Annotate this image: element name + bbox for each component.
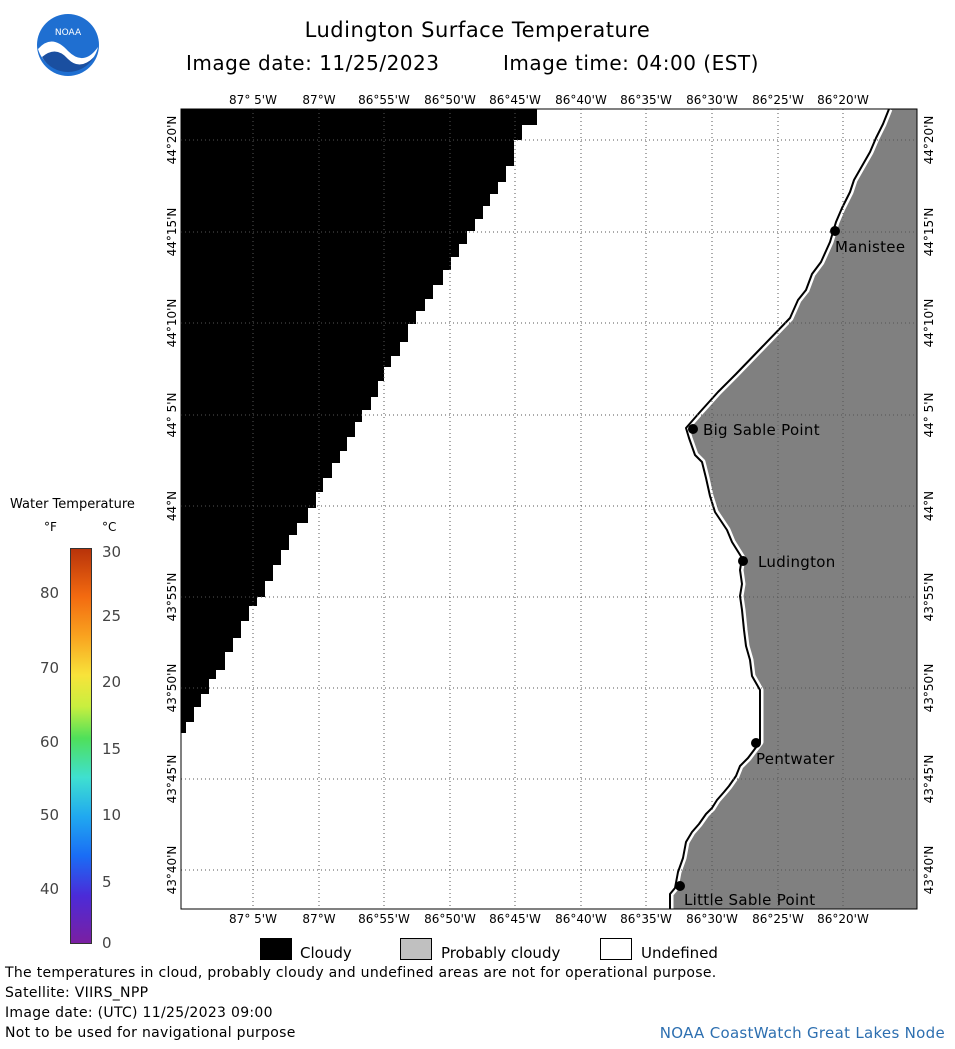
navigation-warning: Not to be used for navigational purpose — [5, 1025, 296, 1041]
map-title: Ludington Surface Temperature — [304, 18, 651, 42]
utc-date: Image date: (UTC) 11/25/2023 09:00 — [5, 1005, 273, 1021]
lon-tick: 86°25'W — [752, 93, 804, 107]
lat-tick: 44°15'N — [922, 208, 936, 257]
lon-tick: 86°25'W — [752, 912, 804, 926]
temperature-colorbar — [70, 548, 92, 944]
lon-tick: 86°20'W — [817, 912, 869, 926]
land-region — [670, 109, 917, 909]
celsius-tick: 10 — [102, 806, 122, 824]
cloudy-label: Cloudy — [300, 944, 352, 962]
celsius-tick: 20 — [102, 673, 122, 691]
fahrenheit-tick: 50 — [40, 806, 60, 824]
lat-tick: 43°50'N — [165, 664, 179, 713]
undefined-swatch — [600, 938, 632, 960]
cloudy-region — [181, 109, 537, 733]
lat-tick: 43°50'N — [922, 664, 936, 713]
unit-celsius: °C — [102, 520, 117, 534]
undefined-label: Undefined — [641, 944, 718, 962]
little-sable-point-label: Little Sable Point — [684, 891, 816, 909]
celsius-tick: 25 — [102, 607, 122, 625]
lat-tick: 44°10'N — [165, 299, 179, 348]
probably-cloudy-label: Probably cloudy — [441, 944, 561, 962]
lat-tick: 43°55'N — [165, 573, 179, 622]
lon-tick: 86°45'W — [489, 912, 541, 926]
lat-tick: 44° 5'N — [922, 393, 936, 438]
lon-tick: 86°35'W — [620, 93, 672, 107]
disclaimer-note: The temperatures in cloud, probably clou… — [5, 965, 717, 981]
lon-tick: 87°W — [302, 93, 335, 107]
fahrenheit-tick: 40 — [40, 880, 60, 898]
image-date: Image date: 11/25/2023 — [186, 51, 440, 75]
celsius-tick: 15 — [102, 740, 122, 758]
lat-tick: 43°40'N — [165, 846, 179, 895]
map-frame — [180, 108, 918, 910]
lon-tick: 87° 5'W — [229, 912, 277, 926]
lat-tick: 43°45'N — [922, 755, 936, 804]
lat-tick: 44°N — [922, 491, 936, 521]
noaa-logo-icon: NOAA — [37, 14, 99, 76]
probably-cloudy-swatch — [400, 938, 432, 960]
pentwater-marker — [751, 738, 761, 748]
lat-tick: 44°20'N — [165, 116, 179, 165]
cloudy-swatch — [260, 938, 292, 960]
fahrenheit-tick: 80 — [40, 584, 60, 602]
lon-tick: 86°30'W — [686, 912, 738, 926]
lon-tick: 86°55'W — [358, 912, 410, 926]
fahrenheit-tick: 60 — [40, 733, 60, 751]
lon-tick: 86°20'W — [817, 93, 869, 107]
lon-ticks-top: 87° 5'W 87°W 86°55'W 86°50'W 86°45'W 86°… — [229, 93, 869, 107]
satellite-info: Satellite: VIIRS_NPP — [5, 985, 149, 1001]
celsius-tick: 0 — [102, 934, 112, 952]
lat-tick: 44°10'N — [922, 299, 936, 348]
lon-tick: 87° 5'W — [229, 93, 277, 107]
image-time: Image time: 04:00 (EST) — [503, 51, 759, 75]
lat-tick: 43°40'N — [922, 846, 936, 895]
lat-tick: 44°N — [165, 491, 179, 521]
manistee-marker — [830, 226, 840, 236]
lon-tick: 86°30'W — [686, 93, 738, 107]
credit-text: NOAA CoastWatch Great Lakes Node — [659, 1024, 945, 1042]
lon-tick: 87°W — [302, 912, 335, 926]
lat-ticks-right: 44°20'N 44°15'N 44°10'N 44° 5'N 44°N 43°… — [922, 116, 936, 895]
lon-tick: 86°40'W — [555, 912, 607, 926]
lon-tick: 86°50'W — [424, 912, 476, 926]
lat-tick: 44°15'N — [165, 208, 179, 257]
coastline — [669, 108, 890, 909]
big-sable-point-marker — [688, 424, 698, 434]
lat-tick: 44° 5'N — [165, 393, 179, 438]
unit-fahrenheit: °F — [44, 520, 57, 534]
lon-tick: 86°50'W — [424, 93, 476, 107]
little-sable-point-marker — [675, 881, 685, 891]
lon-tick: 86°45'W — [489, 93, 541, 107]
fahrenheit-tick: 70 — [40, 659, 60, 677]
lon-tick: 86°40'W — [555, 93, 607, 107]
celsius-tick: 30 — [102, 543, 122, 561]
ludington-label: Ludington — [758, 553, 836, 571]
ludington-marker — [738, 556, 748, 566]
lon-tick: 86°55'W — [358, 93, 410, 107]
pentwater-label: Pentwater — [756, 750, 835, 768]
lat-tick: 44°20'N — [922, 116, 936, 165]
lat-tick: 43°55'N — [922, 573, 936, 622]
manistee-label: Manistee — [835, 238, 905, 256]
lon-ticks-bottom: 87° 5'W 87°W 86°55'W 86°50'W 86°45'W 86°… — [229, 912, 869, 926]
lat-tick: 43°45'N — [165, 755, 179, 804]
big-sable-point-label: Big Sable Point — [703, 421, 820, 439]
celsius-tick: 5 — [102, 873, 112, 891]
legend-title: Water Temperature — [10, 497, 135, 512]
lon-tick: 86°35'W — [620, 912, 672, 926]
lat-ticks-left: 44°20'N 44°15'N 44°10'N 44° 5'N 44°N 43°… — [165, 116, 179, 895]
svg-text:NOAA: NOAA — [55, 28, 82, 38]
grid-lines — [181, 109, 917, 909]
